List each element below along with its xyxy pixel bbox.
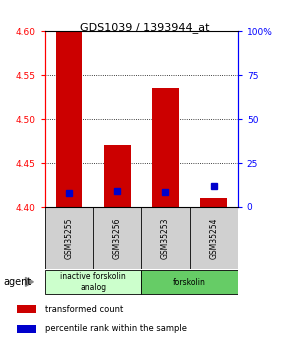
Text: inactive forskolin
analog: inactive forskolin analog: [60, 272, 126, 292]
Polygon shape: [26, 277, 33, 286]
Bar: [56, 31, 82, 207]
Text: GDS1039 / 1393944_at: GDS1039 / 1393944_at: [80, 22, 210, 33]
Text: GSM35254: GSM35254: [209, 217, 218, 259]
Text: GSM35255: GSM35255: [65, 217, 74, 259]
Text: forskolin: forskolin: [173, 277, 206, 287]
Bar: [17, 305, 36, 313]
Text: agent: agent: [3, 277, 31, 287]
Bar: [45, 270, 142, 294]
Bar: [17, 325, 36, 333]
Text: transformed count: transformed count: [45, 305, 123, 314]
Bar: [200, 198, 227, 207]
Bar: [152, 88, 179, 207]
Text: percentile rank within the sample: percentile rank within the sample: [45, 325, 187, 334]
Text: GSM35253: GSM35253: [161, 217, 170, 259]
Bar: [104, 146, 130, 207]
Text: GSM35256: GSM35256: [113, 217, 122, 259]
Bar: [142, 270, 238, 294]
